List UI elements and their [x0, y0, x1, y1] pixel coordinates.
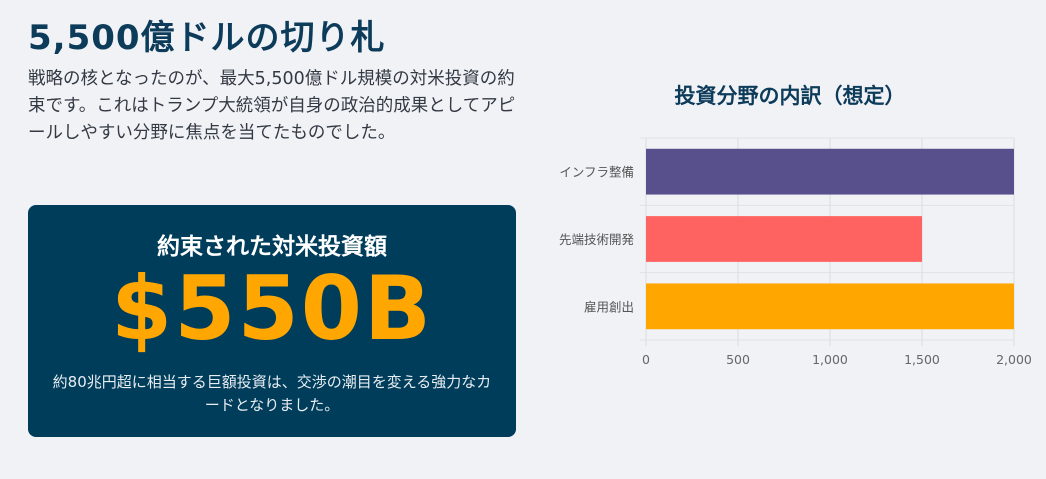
bar-2: [646, 216, 922, 262]
page-title: 5,500億ドルの切り札: [28, 18, 386, 58]
card-amount: $550B: [111, 257, 433, 360]
investment-card: 約束された対米投資額 $550B 約80兆円超に相当する巨額投資は、交渉の潮目を…: [28, 205, 516, 437]
category-label: インフラ整備: [559, 165, 634, 180]
x-tick-label: 500: [726, 352, 750, 367]
card-note: 約80兆円超に相当する巨額投資は、交渉の潮目を変える強力なカードとなりました。: [52, 373, 492, 414]
x-tick-label: 1,500: [904, 352, 940, 367]
card-label: 約束された対米投資額: [157, 234, 387, 260]
category-label: 雇用創出: [584, 299, 634, 314]
x-tick-label: 0: [642, 352, 650, 367]
bar-1: [646, 148, 1014, 195]
x-tick-label: 2,000: [996, 352, 1032, 367]
page-description: 戦略の核となったのが、最大5,500億ドル規模の対米投資の約束です。これはトラン…: [28, 69, 516, 143]
bar-3: [646, 283, 1014, 330]
category-label: 先端技術開発: [559, 232, 635, 247]
chart-title: 投資分野の内訳（想定）: [674, 84, 906, 108]
x-tick-label: 1,000: [812, 352, 848, 367]
